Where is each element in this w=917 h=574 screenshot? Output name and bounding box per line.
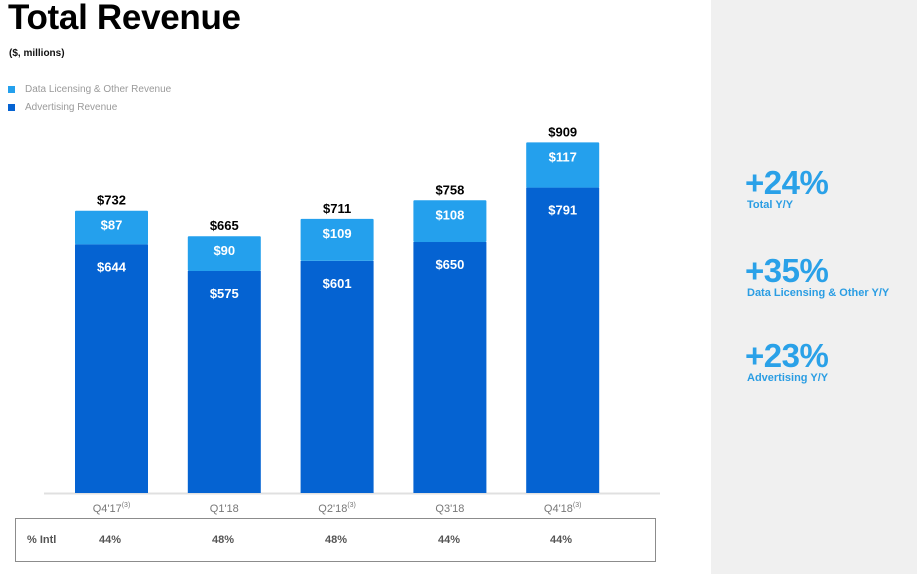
- data-label-advertising: $791: [548, 203, 577, 218]
- kpi-value: +24%: [745, 164, 829, 201]
- revenue-stacked-bar-chart: $87 $644 $732 Q4'17(3) $90 $575 $665 Q1'18 $109 $…: [44, 124, 660, 515]
- bar-data-licensing: [526, 142, 600, 188]
- x-tick-label: Q4'17(3): [93, 502, 131, 515]
- chart-legend: Data Licensing & Other Revenue Advertisi…: [8, 80, 171, 116]
- data-label-advertising: $575: [210, 286, 239, 301]
- intl-value: 48%: [325, 534, 348, 546]
- data-label-data-licensing: $87: [101, 218, 123, 233]
- bar-advertising: [413, 242, 487, 493]
- intl-percentage-table: % Intl 44% 48% 48% 44% 44%: [15, 518, 656, 562]
- x-tick-label: Q4'18(3): [544, 502, 582, 515]
- intl-value: 48%: [212, 534, 235, 546]
- footnote-marker: (3): [122, 502, 131, 509]
- bar-advertising: [526, 187, 600, 493]
- bar-data-licensing: [413, 200, 487, 243]
- intl-row-label: % Intl: [27, 534, 57, 546]
- data-label-advertising: $650: [435, 257, 464, 272]
- data-label-advertising: $644: [97, 259, 127, 274]
- footnote-marker: (3): [573, 502, 582, 509]
- data-label-data-licensing: $109: [323, 226, 352, 241]
- legend-item-advertising: Advertising Revenue: [8, 98, 171, 116]
- kpi-advertising-yy: +23% Advertising Y/Y: [745, 337, 829, 384]
- bar-data-licensing: [75, 210, 148, 245]
- data-label-total: $665: [210, 218, 239, 233]
- kpi-value: +35%: [745, 252, 829, 289]
- data-label-data-licensing: $108: [435, 207, 464, 222]
- legend-item-data-licensing: Data Licensing & Other Revenue: [8, 80, 171, 98]
- bar-advertising: [187, 270, 261, 493]
- data-label-advertising: $601: [323, 276, 352, 291]
- data-label-total: $732: [97, 193, 126, 208]
- kpi-label: Total Y/Y: [747, 199, 794, 211]
- data-label-total: $758: [435, 182, 464, 197]
- legend-label: Data Licensing & Other Revenue: [25, 83, 172, 95]
- kpi-data-licensing-yy: +35% Data Licensing & Other Y/Y: [745, 254, 889, 299]
- x-tick-label: Q3'18: [435, 503, 464, 515]
- legend-swatch-data-licensing: [8, 85, 15, 93]
- legend-label: Advertising Revenue: [25, 101, 118, 113]
- x-tick-label: Q2'18(3): [318, 502, 356, 515]
- kpi-label: Data Licensing & Other Y/Y: [747, 287, 890, 299]
- data-label-total: $909: [548, 124, 577, 139]
- kpi-panel-background: [711, 0, 917, 574]
- data-label-data-licensing: $90: [213, 243, 235, 258]
- footnote-marker: (3): [347, 502, 356, 509]
- data-label-data-licensing: $117: [549, 149, 577, 164]
- legend-swatch-advertising: [8, 103, 15, 111]
- kpi-label: Advertising Y/Y: [747, 372, 829, 384]
- kpi-value: +23%: [745, 337, 829, 374]
- intl-value: 44%: [99, 534, 122, 546]
- intl-value: 44%: [550, 534, 573, 546]
- bar-advertising: [75, 244, 148, 493]
- x-tick-label: Q1'18: [210, 503, 239, 515]
- data-label-total: $711: [323, 201, 351, 216]
- kpi-total-yy: +24% Total Y/Y: [745, 164, 829, 211]
- bar-data-licensing: [300, 218, 374, 261]
- bar-advertising: [300, 260, 374, 493]
- intl-value: 44%: [438, 534, 461, 546]
- units-subtitle: ($, millions): [9, 48, 65, 59]
- bar-data-licensing: [187, 236, 261, 271]
- page-title: Total Revenue: [8, 0, 241, 37]
